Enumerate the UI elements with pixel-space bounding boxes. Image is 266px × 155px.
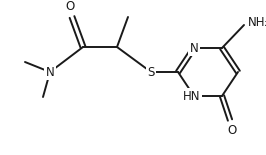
Text: O: O bbox=[65, 0, 75, 13]
Text: O: O bbox=[227, 124, 237, 137]
Text: S: S bbox=[147, 66, 155, 78]
Text: N: N bbox=[190, 42, 198, 55]
Text: N: N bbox=[46, 66, 54, 78]
Text: HN: HN bbox=[183, 89, 201, 102]
Text: NH₂: NH₂ bbox=[248, 16, 266, 29]
